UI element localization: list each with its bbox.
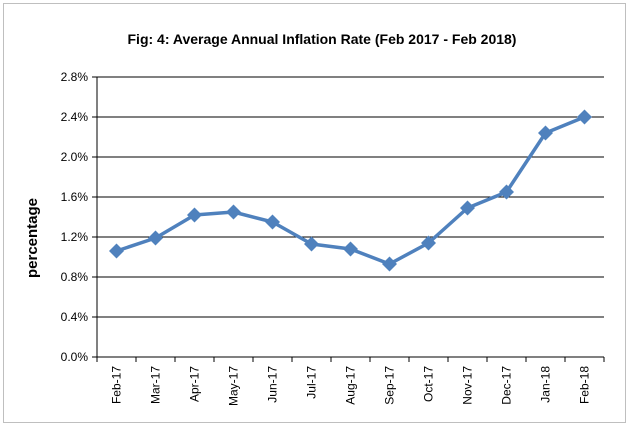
data-point-marker [382,256,397,272]
x-tick-label: Mar-17 [149,366,163,404]
y-tick-label: 2.8% [61,70,89,84]
x-tick-label: May-17 [227,366,241,406]
y-tick-label: 0.8% [61,270,89,284]
x-tick-label: Feb-18 [578,366,592,404]
data-point-marker [304,236,319,252]
x-tick-label: Nov-17 [461,366,475,405]
chart-title: Fig: 4: Average Annual Inflation Rate (F… [128,31,517,47]
x-tick-label: Oct-17 [422,366,436,402]
data-point-marker [343,241,358,257]
data-point-marker [109,243,124,259]
data-point-marker [421,235,436,251]
y-tick-label: 2.4% [61,110,89,124]
data-point-marker [577,109,592,125]
y-tick-label: 1.6% [61,190,89,204]
data-point-marker [460,200,475,216]
gridlines [96,76,604,358]
y-tick-label: 0.4% [61,310,89,324]
y-tick-label: 1.2% [61,230,89,244]
y-axis-label: percentage [24,198,41,278]
x-tick-label: Dec-17 [500,366,514,405]
data-point-marker [499,184,514,200]
data-point-marker [538,125,553,141]
y-tick-label: 0.0% [61,350,89,364]
x-tick-label: Jan-18 [539,366,553,403]
data-point-marker [187,207,202,223]
data-point-marker [226,204,241,220]
x-tick-label: Apr-17 [188,366,202,402]
x-axis-ticks: Feb-17 Mar-17 Apr-17 May-17 Jun-17 Jul-17 Aug-… [96,357,605,406]
data-point-marker [265,214,280,230]
chart-frame [3,3,626,423]
y-axis-ticks: 0.0% 0.4% 0.8% 1.2% 1.6% 2.0% 2.4% 2.8% [61,70,97,364]
data-point-marker [148,230,163,246]
x-tick-label: Jul-17 [305,366,319,399]
x-tick-label: Feb-17 [110,366,124,404]
x-tick-label: Jun-17 [266,366,280,403]
x-tick-label: Sep-17 [383,366,397,405]
series-inflation [109,109,592,272]
x-tick-label: Aug-17 [344,366,358,405]
y-tick-label: 2.0% [61,150,89,164]
